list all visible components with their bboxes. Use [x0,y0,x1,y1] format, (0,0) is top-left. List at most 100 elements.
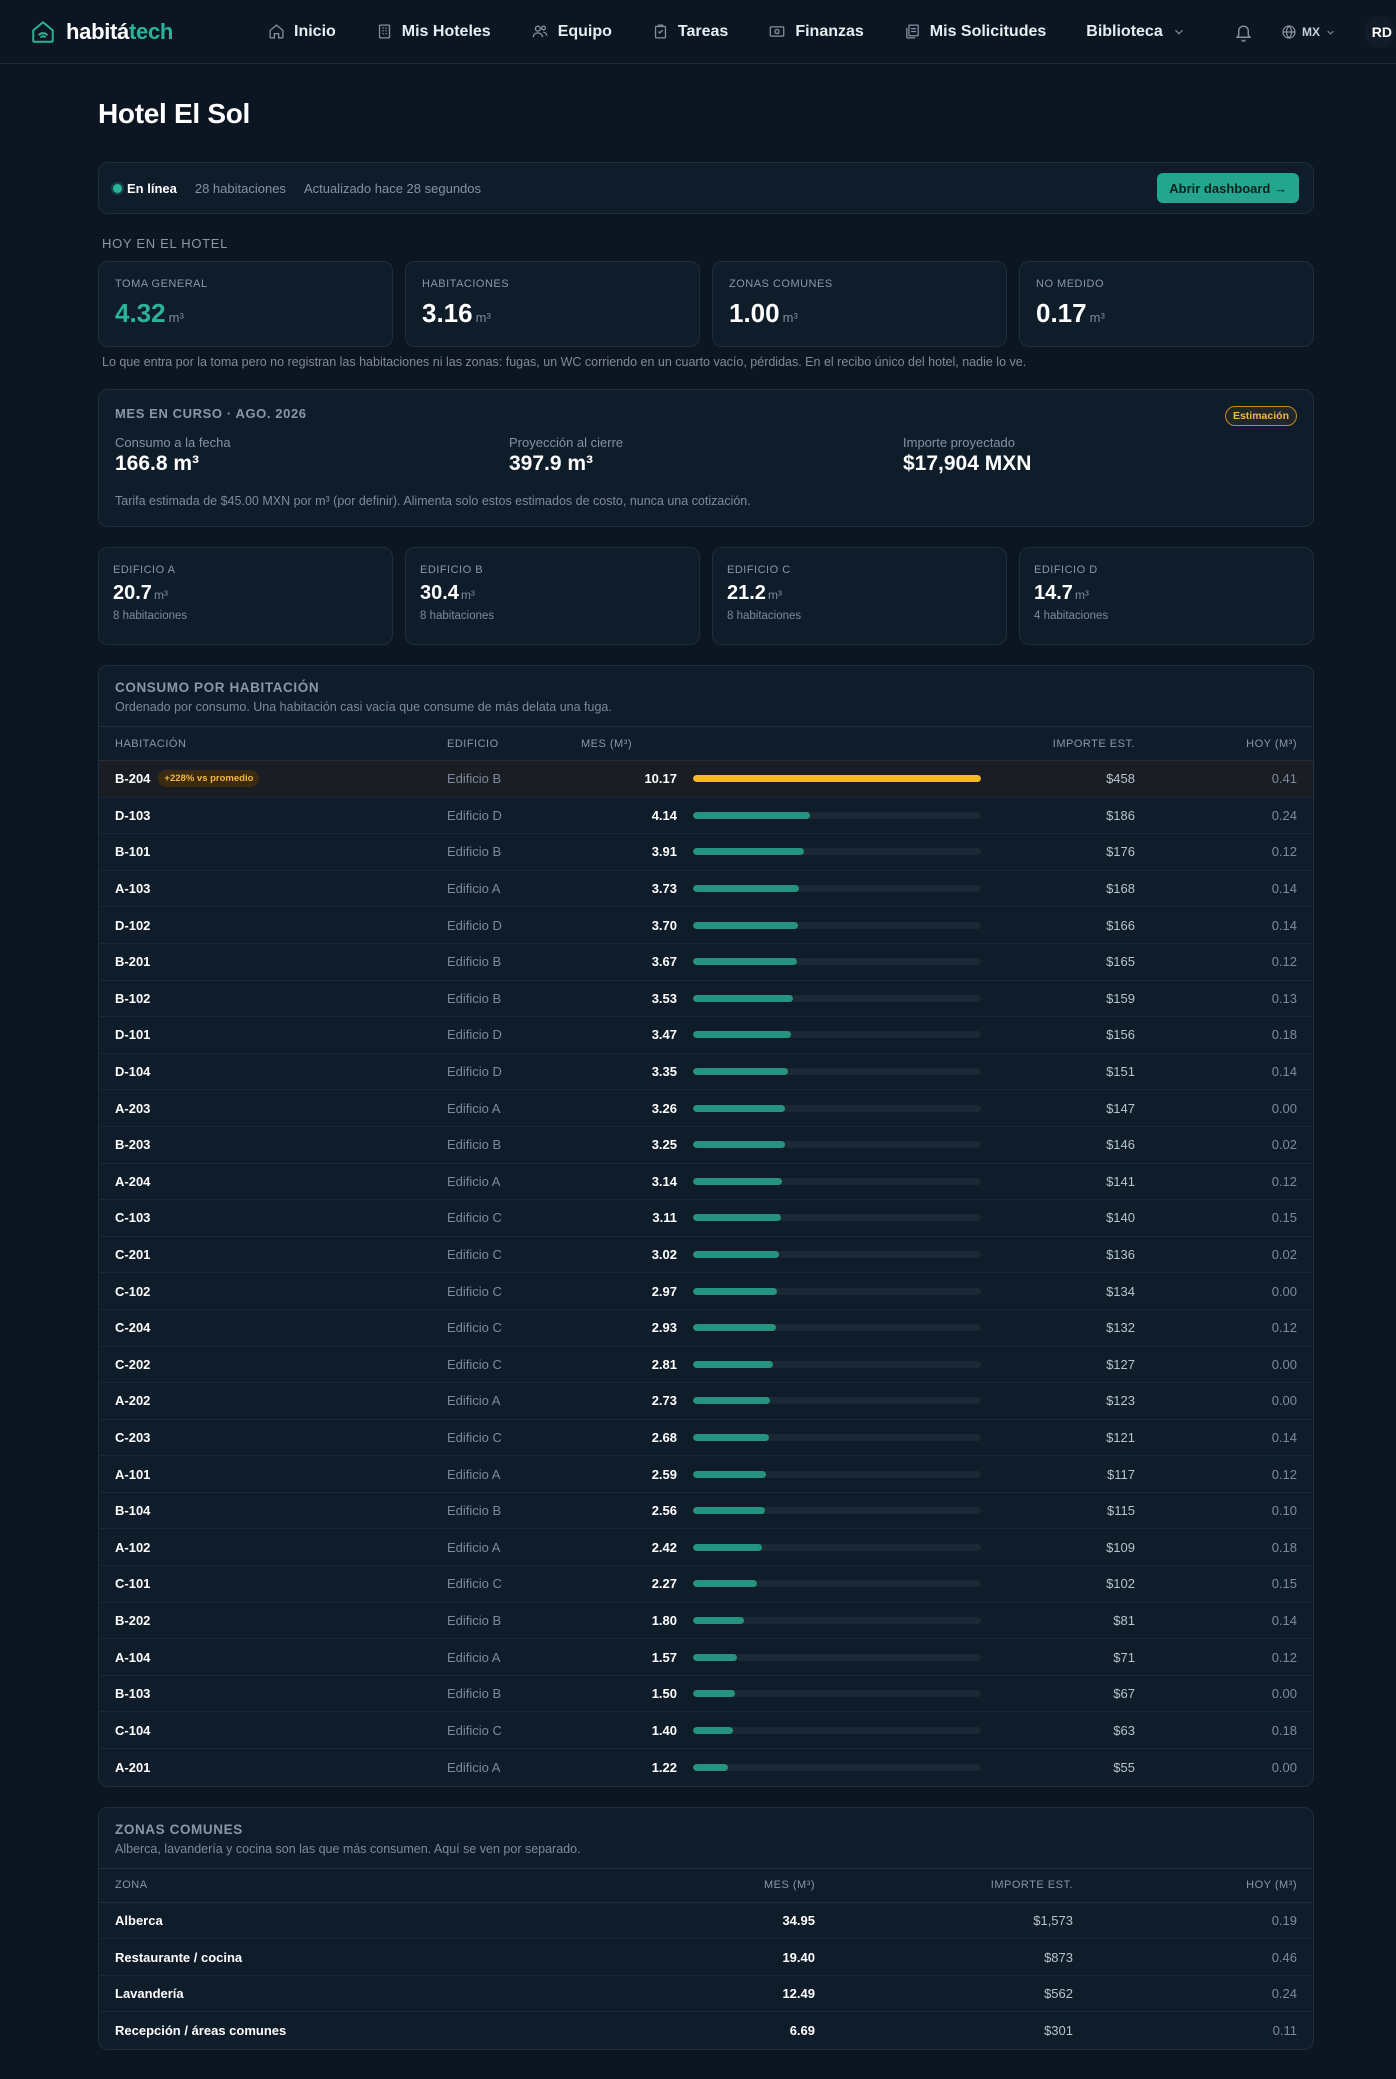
rooms-consumption-card: CONSUMO POR HABITACIÓN Ordenado por cons… [98,665,1314,1787]
table-row[interactable]: C-103 Edificio C 3.11 $140 0.15 [99,1200,1313,1237]
nav-item-equipo[interactable]: Equipo [511,0,632,64]
table-row[interactable]: A-103 Edificio A 3.73 $168 0.14 [99,871,1313,908]
col-header-room[interactable]: HABITACIÓN [115,737,187,750]
today-cell: 0.14 [1271,881,1297,897]
bar-cell [677,1653,981,1661]
table-row[interactable]: C-201 Edificio C 3.02 $136 0.02 [99,1237,1313,1274]
table-row[interactable]: A-101 Edificio A 2.59 $117 0.12 [99,1456,1313,1493]
stat-value: 4.32 m³ [115,298,184,328]
table-row[interactable]: D-104 Edificio D 3.35 $151 0.14 [99,1054,1313,1091]
building-card-d[interactable]: EDIFICIO D 14.7 m³ 4 habitaciones [1019,547,1314,645]
building-card-c[interactable]: EDIFICIO C 21.2 m³ 8 habitaciones [712,547,1007,645]
col-header-amount[interactable]: IMPORTE EST. [1052,737,1135,750]
table-row[interactable]: D-101 Edificio D 3.47 $156 0.18 [99,1017,1313,1054]
consumption-bar-track [693,1726,981,1734]
nav-item-tareas[interactable]: Tareas [632,0,748,64]
avatar[interactable]: RD [1364,16,1396,48]
bar-cell [677,885,981,893]
consumption-bar [693,1470,767,1478]
nav-item-mis-solicitudes[interactable]: Mis Solicitudes [884,0,1066,64]
month-cell: 3.02 [651,1247,677,1263]
table-row[interactable]: Recepción / áreas comunes 6.69 $301 0.11 [99,2012,1313,2049]
building-card-a[interactable]: EDIFICIO A 20.7 m³ 8 habitaciones [98,547,393,645]
table-row[interactable]: A-204 Edificio A 3.14 $141 0.12 [99,1164,1313,1201]
month-cell: 2.93 [651,1320,677,1336]
table-row[interactable]: Lavandería 12.49 $562 0.24 [99,1976,1313,2013]
month-cell: 3.53 [651,990,677,1006]
building-cell: Edificio D [447,1027,502,1043]
room-cell: B-203 [115,1137,447,1152]
room-name: B-101 [115,844,151,860]
table-row[interactable]: B-202 Edificio B 1.80 $81 0.14 [99,1603,1313,1640]
table-row[interactable]: B-104 Edificio B 2.56 $115 0.10 [99,1493,1313,1530]
today-cell: 0.46 [1271,1949,1297,1965]
consumption-bar-track [693,1616,981,1624]
room-cell: A-101 [115,1467,447,1482]
table-row[interactable]: D-102 Edificio D 3.70 $166 0.14 [99,907,1313,944]
locale-label: MX [1302,25,1320,39]
bar-cell [677,1068,981,1076]
table-row[interactable]: A-202 Edificio A 2.73 $123 0.00 [99,1383,1313,1420]
stat-card-habitaciones: HABITACIONES 3.16 m³ [405,261,700,347]
notifications-button[interactable] [1223,23,1263,42]
bell-icon [1235,25,1251,42]
table-row[interactable]: A-102 Edificio A 2.42 $109 0.18 [99,1529,1313,1567]
table-row[interactable]: B-103 Edificio B 1.50 $67 0.00 [99,1676,1313,1713]
table-row[interactable]: Restaurante / cocina 19.40 $873 0.46 [99,1939,1313,1976]
building-cell: Edificio C [447,1722,502,1738]
building-card-b[interactable]: EDIFICIO B 30.4 m³ 8 habitaciones [405,547,700,645]
building-cell: Edificio A [447,1649,501,1665]
today-cell: 0.12 [1271,1649,1297,1665]
logo[interactable]: habitátech [30,19,220,45]
building-cell: Edificio B [447,1503,502,1519]
consumption-bar [693,1580,758,1588]
table-row[interactable]: D-103 Edificio D 4.14 $186 0.24 [99,798,1313,835]
building-cell: Edificio A [447,1539,501,1555]
col-header-building[interactable]: EDIFICIO [447,737,499,750]
table-row[interactable]: Alberca 34.95 $1,573 0.19 [99,1903,1313,1940]
table-row[interactable]: A-104 Edificio A 1.57 $71 0.12 [99,1639,1313,1676]
consumption-bar [693,921,798,929]
bar-cell [677,848,981,856]
col-header-month[interactable]: MES (M³) [581,737,633,750]
table-row[interactable]: B-201 Edificio B 3.67 $165 0.12 [99,944,1313,981]
table-row[interactable]: A-201 Edificio A 1.22 $55 0.00 [99,1749,1313,1786]
month-cell: 10.17 [644,771,677,787]
consumption-bar [693,1031,792,1039]
anomaly-badge: +228% vs promedio [158,770,260,788]
table-row[interactable]: B-204 +228% vs promedio Edificio B 10.17 $45… [99,761,1313,798]
table-row[interactable]: C-203 Edificio C 2.68 $121 0.14 [99,1420,1313,1457]
consumption-bar [693,775,981,783]
table-row[interactable]: C-101 Edificio C 2.27 $102 0.15 [99,1566,1313,1603]
table-row[interactable]: C-104 Edificio C 1.40 $63 0.18 [99,1712,1313,1750]
col-header-today[interactable]: HOY (M³) [1246,737,1297,750]
open-dashboard-button[interactable]: Abrir dashboard → [1157,173,1299,203]
amount-cell: $123 [1106,1393,1135,1409]
month-cell: 3.35 [651,1064,677,1080]
room-cell: A-201 [115,1760,447,1775]
room-cell: A-102 [115,1540,447,1555]
consumption-bar [693,1324,776,1332]
nav-item-inicio[interactable]: Inicio [248,0,356,64]
amount-cell: $127 [1106,1356,1135,1372]
nav-item-mis-hoteles[interactable]: Mis Hoteles [356,0,511,64]
table-row[interactable]: C-102 Edificio C 2.97 $134 0.00 [99,1273,1313,1310]
today-cell: 0.18 [1271,1539,1297,1555]
consumption-bar [693,885,799,893]
locale-selector[interactable]: MX [1281,24,1336,40]
nav-item-biblioteca[interactable]: Biblioteca [1066,0,1205,64]
table-row[interactable]: C-204 Edificio C 2.93 $132 0.12 [99,1310,1313,1347]
today-cell: 0.13 [1271,990,1297,1006]
table-row[interactable]: B-102 Edificio B 3.53 $159 0.13 [99,981,1313,1018]
table-row[interactable]: A-203 Edificio A 3.26 $147 0.00 [99,1090,1313,1127]
bar-cell [677,1214,981,1222]
nav-item-finanzas[interactable]: Finanzas [748,0,883,64]
consumption-bar [693,1251,779,1259]
table-row[interactable]: C-202 Edificio C 2.81 $127 0.00 [99,1347,1313,1384]
bar-cell [677,958,981,966]
table-row[interactable]: B-101 Edificio B 3.91 $176 0.12 [99,834,1313,871]
table-row[interactable]: B-203 Edificio B 3.25 $146 0.02 [99,1127,1313,1164]
room-name: B-202 [115,1612,151,1628]
status-bar: En línea 28 habitaciones Actualizado hac… [98,162,1314,214]
rooms-title: CONSUMO POR HABITACIÓN [115,680,320,695]
